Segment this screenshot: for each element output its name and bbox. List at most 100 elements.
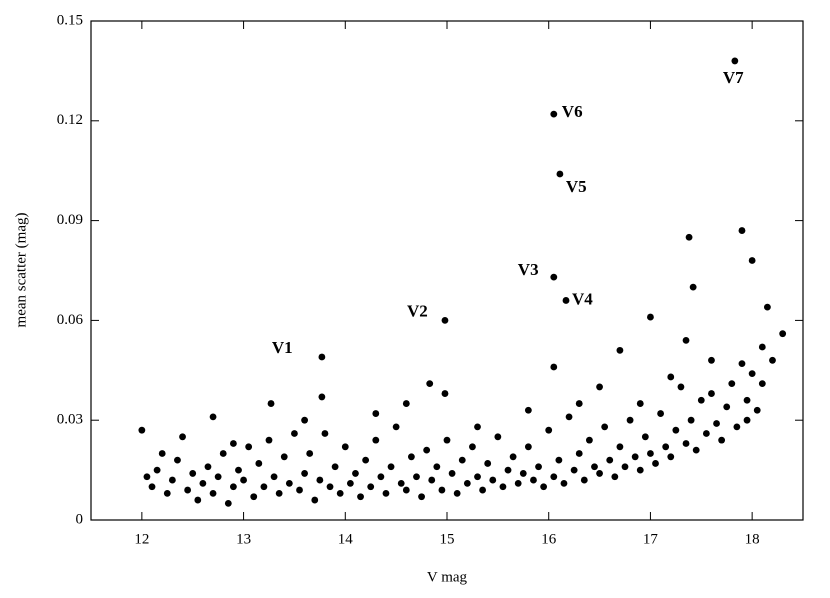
star-point [575,450,583,457]
y-axis-label: mean scatter (mag) [13,213,29,328]
star-point [301,416,308,424]
star-point [474,473,481,481]
x-tick-label: 12 [134,531,149,547]
star-point [148,483,156,491]
star-point [168,476,176,484]
variable-label: V5 [566,177,587,196]
star-point [662,443,670,451]
star-point [469,443,476,451]
star-point [260,483,268,491]
star-point [692,446,700,454]
star-point [418,493,425,501]
star-point [311,496,319,504]
star-point [743,396,751,404]
star-point [565,413,573,421]
star-point [296,486,303,494]
y-tick-label: 0.06 [57,312,84,328]
star-point [631,453,639,461]
star-point [189,470,197,477]
star-point [733,423,741,431]
star-point [402,486,410,494]
star-point [441,390,449,397]
star-point [199,480,207,487]
star-point [357,493,364,501]
star-point [158,450,166,457]
variable-point [550,273,558,281]
star-point [230,483,237,491]
x-tick-label: 17 [643,531,659,547]
star-point [438,486,446,494]
star-point [728,380,736,388]
y-tick-label: 0 [76,511,84,527]
star-point [524,443,532,451]
star-point [291,430,298,437]
plot-frame [90,20,804,521]
star-point [748,370,756,378]
star-point [697,396,705,404]
star-point [779,330,787,338]
star-point [560,480,568,487]
star-point [372,436,380,444]
variable-point [441,317,449,324]
star-point [514,480,522,487]
star-point [423,446,431,454]
y-tick-label: 0.15 [57,12,83,28]
star-point [540,483,548,491]
y-tick-label: 0.09 [57,212,83,228]
star-point [463,480,471,487]
star-point [682,440,690,447]
star-point [535,463,542,471]
variable-point [318,353,326,361]
star-point [611,473,619,481]
star-point [753,406,761,414]
star-point [362,456,370,464]
star-point [433,463,441,471]
x-tick-label: 16 [541,531,557,547]
star-point [621,463,629,471]
star-point [448,470,456,477]
star-point [453,489,461,497]
star-point [509,453,517,461]
star-point [616,443,624,451]
star-point [550,363,558,371]
star-point [143,473,151,481]
star-point [174,456,181,464]
variable-label: V7 [723,68,744,87]
star-point [255,460,263,467]
variable-label: V3 [518,260,539,279]
star-point [267,400,275,407]
star-point [382,489,390,497]
star-point [519,470,527,477]
variable-point [550,110,558,118]
star-point [636,466,644,474]
star-point [321,430,329,437]
star-point [718,436,726,444]
star-point [372,410,380,417]
star-point [270,473,278,481]
star-point [667,373,675,381]
star-point [702,430,710,437]
star-point [326,483,334,491]
x-axis-label: V mag [427,569,468,585]
star-point [426,380,434,388]
variable-label: V6 [562,102,583,121]
star-point [387,463,395,471]
star-point [219,450,227,457]
x-tick-label: 14 [338,531,354,547]
y-tick-label: 0.03 [57,412,83,428]
star-point [194,496,202,504]
star-point [163,489,171,497]
star-point [682,336,690,344]
star-point [494,433,502,441]
star-point [667,453,675,461]
star-point [230,440,237,447]
star-point [402,400,410,407]
star-point [235,466,242,474]
star-point [153,466,161,474]
star-point [479,486,486,494]
star-point [474,423,481,431]
star-point [586,436,593,444]
star-point [346,480,354,487]
star-point [331,463,339,471]
star-point [397,480,405,487]
